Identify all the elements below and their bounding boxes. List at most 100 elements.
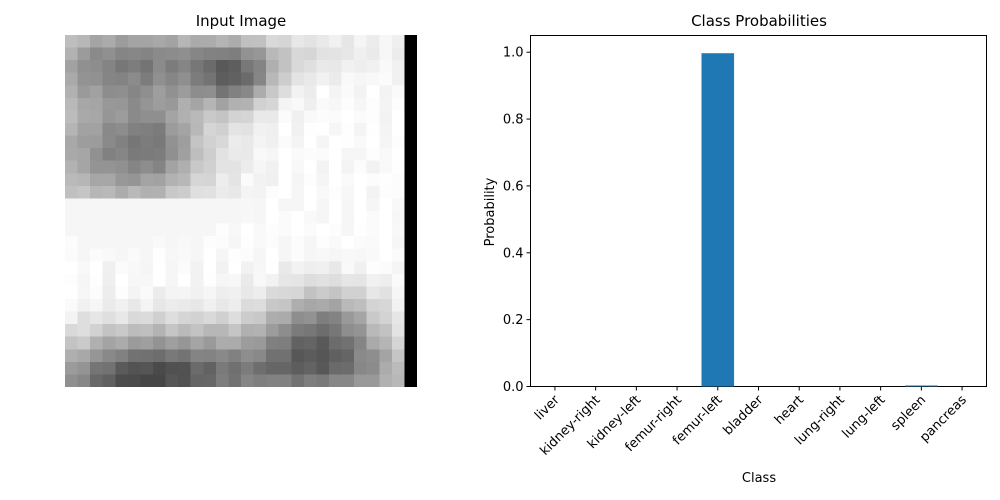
image-pixel	[316, 85, 330, 99]
image-pixel	[165, 248, 179, 262]
image-pixel	[102, 97, 116, 111]
image-pixel	[127, 361, 141, 375]
image-pixel	[278, 324, 292, 337]
image-pixel	[77, 123, 91, 136]
image-pixel	[153, 273, 166, 287]
image-pixel	[278, 248, 292, 262]
image-pixel	[228, 261, 242, 275]
image-pixel	[291, 198, 305, 212]
image-pixel	[127, 261, 141, 275]
image-pixel	[215, 123, 229, 136]
image-pixel	[90, 286, 103, 300]
image-pixel	[379, 47, 393, 61]
image-pixel	[329, 299, 342, 312]
image-pixel	[329, 261, 342, 275]
image-pixel	[366, 374, 380, 387]
image-pixel	[316, 72, 330, 86]
image-pixel	[127, 299, 141, 312]
image-pixel	[90, 160, 103, 174]
image-pixel	[278, 60, 292, 73]
image-pixel	[291, 299, 305, 312]
image-pixel	[77, 273, 91, 287]
image-pixel	[278, 148, 292, 161]
image-pixel	[266, 374, 279, 387]
image-pixel	[366, 261, 380, 275]
image-pixel	[178, 374, 191, 387]
image-pixel	[391, 47, 405, 61]
image-pixel	[115, 110, 129, 124]
image-pixel	[354, 349, 367, 363]
image-pixel	[341, 135, 355, 149]
image-pixel	[316, 261, 330, 275]
image-pixel	[391, 135, 405, 149]
image-pixel	[303, 336, 317, 350]
image-pixel	[303, 286, 317, 300]
image-pixel	[215, 97, 229, 111]
image-pixel	[65, 135, 78, 149]
image-pixel	[329, 85, 342, 99]
image-pixel	[303, 311, 317, 325]
image-pixel	[341, 123, 355, 136]
image-pixel	[391, 273, 405, 287]
image-pixel	[366, 236, 380, 249]
image-pixel	[153, 85, 166, 99]
image-pixel	[178, 72, 191, 86]
image-pixel	[203, 223, 217, 237]
image-pixel	[241, 110, 254, 124]
image-pixel	[266, 286, 279, 300]
image-pixel	[102, 85, 116, 99]
image-pixel	[190, 349, 204, 363]
image-pixel	[341, 223, 355, 237]
image-pixel	[65, 211, 78, 224]
image-pixel	[65, 85, 78, 99]
image-pixel	[203, 236, 217, 249]
image-pixel	[140, 185, 154, 199]
image-pixel	[102, 60, 116, 73]
image-pixel	[379, 72, 393, 86]
image-pixel	[404, 324, 417, 337]
image-pixel	[379, 85, 393, 99]
image-pixel	[316, 361, 330, 375]
image-pixel	[391, 248, 405, 262]
image-pixel	[140, 374, 154, 387]
image-pixel	[291, 349, 305, 363]
image-pixel	[316, 123, 330, 136]
image-pixel	[404, 47, 417, 61]
image-pixel	[153, 374, 166, 387]
image-pixel	[102, 185, 116, 199]
image-pixel	[241, 324, 254, 337]
image-pixel	[153, 261, 166, 275]
image-pixel	[178, 248, 191, 262]
image-pixel	[90, 47, 103, 61]
image-pixel	[316, 248, 330, 262]
image-pixel	[366, 299, 380, 312]
image-pixel	[404, 97, 417, 111]
image-pixel	[329, 361, 342, 375]
image-pixel	[379, 236, 393, 249]
image-pixel	[140, 311, 154, 325]
image-pixel	[266, 223, 279, 237]
image-pixel	[253, 173, 267, 187]
image-pixel	[190, 110, 204, 124]
image-pixel	[366, 110, 380, 124]
image-pixel	[354, 110, 367, 124]
image-pixel	[241, 349, 254, 363]
image-pixel	[391, 97, 405, 111]
image-pixel	[153, 35, 166, 48]
image-pixel	[203, 135, 217, 149]
image-pixel	[316, 35, 330, 48]
image-pixel	[266, 361, 279, 375]
image-pixel	[253, 311, 267, 325]
image-pixel	[354, 185, 367, 199]
image-pixel	[127, 72, 141, 86]
image-pixel	[190, 261, 204, 275]
image-pixel	[215, 211, 229, 224]
image-pixel	[303, 211, 317, 224]
image-pixel	[241, 97, 254, 111]
image-pixel	[391, 198, 405, 212]
image-pixel	[354, 248, 367, 262]
image-pixel	[228, 248, 242, 262]
image-pixel	[203, 60, 217, 73]
image-pixel	[102, 110, 116, 124]
image-pixel	[153, 148, 166, 161]
